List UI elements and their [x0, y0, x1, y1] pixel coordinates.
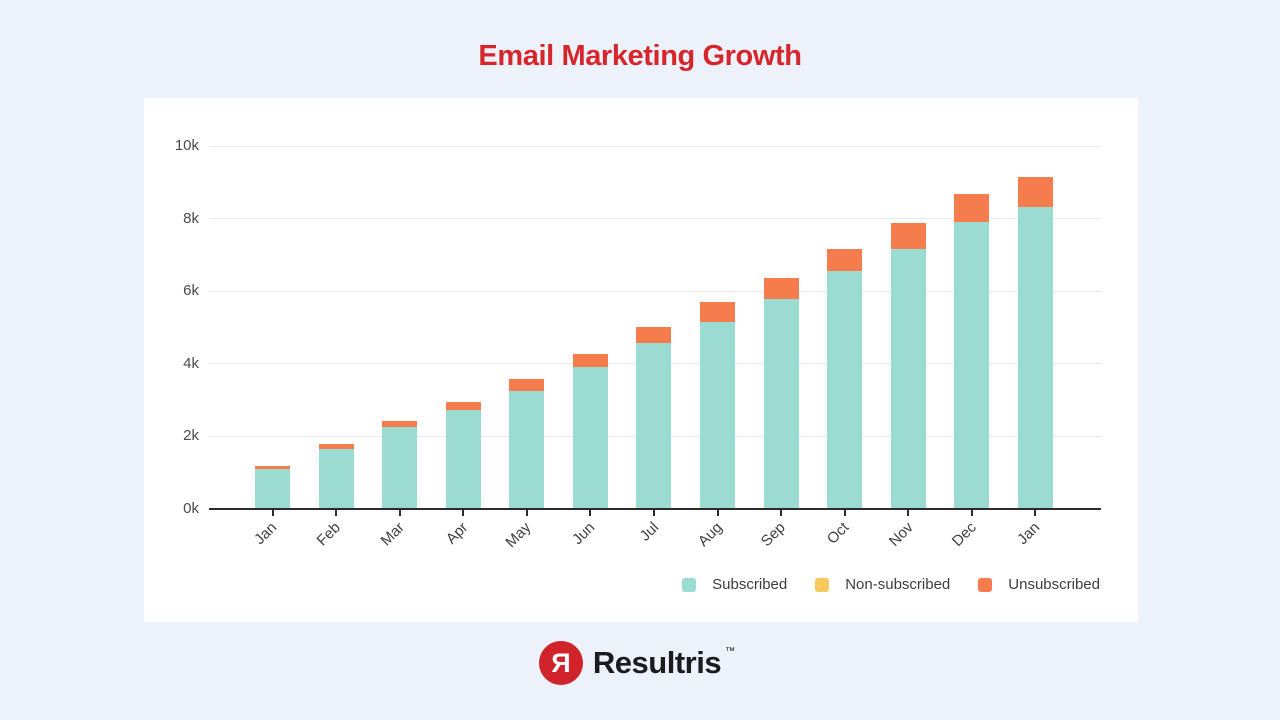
y-tick-label-0k: 0k [183, 500, 199, 517]
x-tick-2-feb [335, 510, 338, 516]
y-tick-label-2k: 2k [183, 427, 199, 445]
brand-logo: Я Resultris ™ [0, 641, 1280, 685]
bar-segment-unsubscribed-3-mar [382, 421, 418, 428]
resultris-logo-icon: Я [538, 641, 583, 685]
bar-segment-subscribed-13-jan [1017, 206, 1053, 509]
subscribed-swatch-icon [682, 577, 697, 592]
chart-plot-area: 0k 2k 4k 6k 8k 10k Jan Feb Mar Apr May Jun Jul Aug Sep… [144, 98, 1138, 622]
bar-segment-unsubscribed-10-oct [827, 249, 863, 272]
bar-segment-unsubscribed-11-nov [890, 222, 926, 250]
bar-segment-subscribed-11-nov [890, 249, 926, 509]
y-tick-label-4k: 4k [183, 354, 199, 372]
bar-segment-subscribed-6-jun [572, 367, 608, 509]
x-tick-label-text: Feb [313, 519, 345, 550]
bar-segment-subscribed-1-jan [255, 469, 290, 509]
bar-segment-subscribed-10-oct [827, 271, 863, 509]
brand-name: Resultris [592, 645, 722, 680]
x-tick-label-text: Nov [885, 519, 917, 550]
bar-segment-subscribed-12-dec [954, 221, 990, 509]
bar-segment-unsubscribed-6-jun [572, 353, 608, 368]
bar-segment-unsubscribed-8-aug [700, 302, 736, 322]
x-tick-3-mar [398, 510, 401, 516]
chart-panel: 0k 2k 4k 6k 8k 10k Jan Feb Mar Apr May Jun Jul Aug Sep… [144, 98, 1138, 622]
legend-item-non-subscribed: Non-subscribed [815, 576, 950, 593]
x-tick-label-text: Dec [949, 519, 980, 550]
bar-segment-subscribed-4-apr [445, 409, 481, 509]
bar-segment-subscribed-9-sep [763, 298, 799, 509]
non-subscribed-swatch-icon [815, 577, 830, 592]
y-tick-label-10k: 10k [174, 137, 199, 154]
bar-segment-unsubscribed-2-feb [318, 443, 354, 449]
bar-segment-unsubscribed-9-sep [763, 278, 799, 299]
x-tick-label-text: Jun [569, 519, 599, 549]
bar-segment-subscribed-2-feb [318, 448, 354, 509]
chart-legend: Subscribed Non-subscribed Unsubscribed [682, 576, 1100, 593]
x-tick-10-oct [843, 510, 846, 516]
x-tick-label-text: Jan [1014, 519, 1044, 549]
x-tick-label-text: Jul [636, 519, 663, 545]
x-tick-label-text: Oct [824, 519, 853, 548]
x-tick-4-apr [462, 510, 465, 516]
bar-segment-subscribed-7-jul [636, 342, 672, 509]
gridline-10k [209, 145, 1101, 147]
gridline-6k [209, 290, 1101, 292]
x-tick-9-sep [780, 510, 783, 516]
legend-label: Unsubscribed [1008, 576, 1100, 593]
x-tick-7-jul [652, 510, 655, 516]
legend-label: Non-subscribed [845, 576, 951, 593]
x-tick-12-dec [970, 510, 973, 516]
unsubscribed-swatch-icon [978, 577, 993, 592]
x-tick-13-jan [1034, 510, 1037, 516]
bar-segment-subscribed-5-may [509, 391, 545, 509]
x-tick-1-jan [271, 510, 274, 516]
bar-segment-unsubscribed-13-jan [1017, 177, 1053, 207]
legend-item-unsubscribed: Unsubscribed [978, 576, 1100, 593]
trademark-symbol: ™ [725, 645, 736, 657]
bar-segment-subscribed-3-mar [382, 427, 418, 509]
y-tick-label-8k: 8k [183, 209, 199, 227]
page-title: Email Marketing Growth [478, 40, 802, 72]
bar-segment-unsubscribed-4-apr [445, 401, 481, 410]
legend-item-subscribed: Subscribed [682, 576, 787, 593]
bar-segment-unsubscribed-12-dec [954, 194, 990, 222]
x-tick-label-text: Mar [377, 519, 408, 550]
x-tick-6-jun [589, 510, 592, 516]
x-tick-label-text: Apr [442, 519, 472, 548]
y-tick-label-6k: 6k [183, 282, 199, 300]
x-tick-label-text: Sep [758, 519, 790, 550]
bar-segment-unsubscribed-1-jan [255, 466, 290, 470]
bar-segment-unsubscribed-5-may [509, 379, 545, 392]
legend-label: Subscribed [712, 576, 788, 593]
bar-segment-subscribed-8-aug [700, 321, 736, 509]
x-tick-11-nov [907, 510, 910, 516]
x-tick-5-may [525, 510, 528, 516]
x-tick-label-text: May [502, 519, 535, 552]
x-tick-8-aug [716, 510, 719, 516]
bar-segment-unsubscribed-7-jul [636, 326, 672, 343]
x-tick-label-text: Jan [251, 519, 281, 549]
x-axis-line [209, 508, 1101, 510]
x-tick-label-text: Aug [694, 519, 726, 550]
gridline-8k [209, 218, 1101, 220]
